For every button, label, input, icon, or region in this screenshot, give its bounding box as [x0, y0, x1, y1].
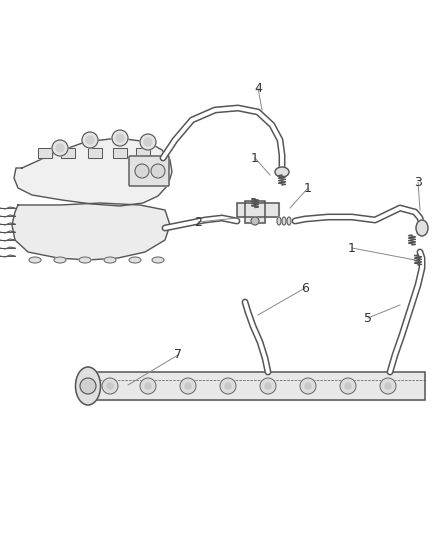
- Text: 4: 4: [254, 82, 262, 94]
- Circle shape: [340, 378, 356, 394]
- Circle shape: [265, 383, 271, 389]
- Bar: [245, 201, 265, 223]
- Ellipse shape: [79, 257, 91, 263]
- Text: 5: 5: [364, 311, 372, 325]
- Text: 1: 1: [348, 241, 356, 254]
- Ellipse shape: [29, 257, 41, 263]
- Bar: [113, 148, 127, 158]
- Bar: [113, 148, 127, 158]
- Circle shape: [82, 132, 98, 148]
- Circle shape: [112, 130, 128, 146]
- Circle shape: [140, 134, 156, 150]
- Circle shape: [56, 144, 64, 152]
- Circle shape: [180, 378, 196, 394]
- Circle shape: [260, 378, 276, 394]
- Bar: [136, 148, 150, 158]
- Ellipse shape: [104, 257, 116, 263]
- Circle shape: [102, 378, 118, 394]
- Text: 1: 1: [304, 182, 312, 195]
- Circle shape: [185, 383, 191, 389]
- Bar: [38, 148, 52, 158]
- Circle shape: [107, 383, 113, 389]
- Circle shape: [140, 378, 156, 394]
- Text: 3: 3: [414, 175, 422, 189]
- Text: 6: 6: [301, 281, 309, 295]
- Circle shape: [300, 378, 316, 394]
- Circle shape: [80, 378, 96, 394]
- FancyBboxPatch shape: [129, 156, 169, 186]
- Polygon shape: [14, 138, 172, 206]
- Ellipse shape: [129, 257, 141, 263]
- Bar: [61, 148, 75, 158]
- Circle shape: [151, 164, 165, 178]
- Bar: [88, 372, 425, 400]
- Bar: [88, 148, 102, 158]
- Ellipse shape: [75, 367, 100, 405]
- Ellipse shape: [282, 217, 286, 225]
- Circle shape: [116, 134, 124, 142]
- Ellipse shape: [152, 257, 164, 263]
- Circle shape: [220, 378, 236, 394]
- Circle shape: [52, 140, 68, 156]
- Circle shape: [225, 383, 231, 389]
- Bar: [237, 203, 279, 217]
- Circle shape: [145, 383, 151, 389]
- Bar: [61, 148, 75, 158]
- Circle shape: [251, 217, 259, 225]
- Circle shape: [144, 138, 152, 146]
- Circle shape: [305, 383, 311, 389]
- Bar: [88, 372, 425, 400]
- Circle shape: [135, 164, 149, 178]
- Bar: [245, 201, 265, 223]
- Ellipse shape: [416, 220, 428, 236]
- Polygon shape: [12, 203, 170, 260]
- Text: 7: 7: [174, 349, 182, 361]
- Circle shape: [385, 383, 391, 389]
- Ellipse shape: [54, 257, 66, 263]
- Text: 2: 2: [194, 215, 202, 229]
- Ellipse shape: [277, 217, 281, 225]
- Bar: [237, 203, 279, 217]
- Bar: [136, 148, 150, 158]
- Text: 1: 1: [251, 151, 259, 165]
- Ellipse shape: [287, 217, 291, 225]
- Bar: [38, 148, 52, 158]
- Circle shape: [345, 383, 351, 389]
- Circle shape: [86, 136, 94, 144]
- Ellipse shape: [275, 167, 289, 177]
- Circle shape: [380, 378, 396, 394]
- Bar: [88, 148, 102, 158]
